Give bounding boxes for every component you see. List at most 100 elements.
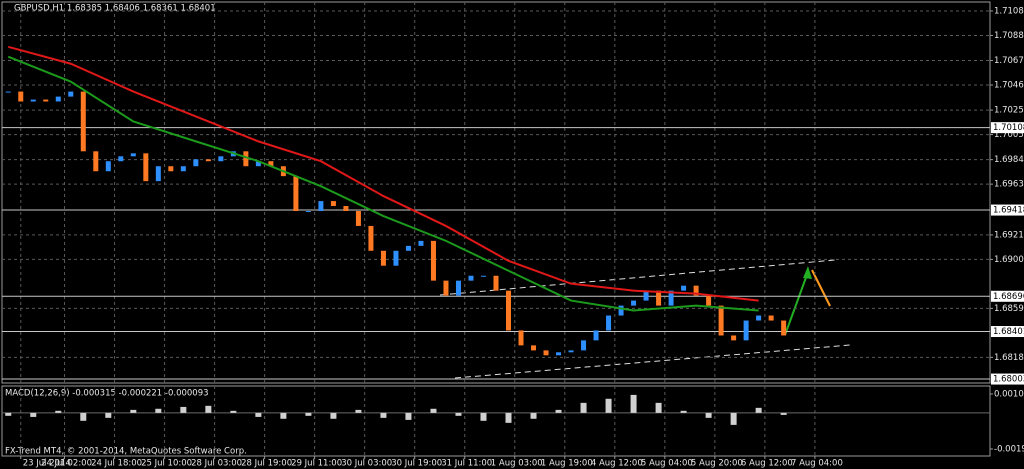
candle xyxy=(718,305,724,336)
histogram-bar xyxy=(30,412,37,417)
level-label: 1.68696 xyxy=(993,292,1024,302)
x-tick-label: 25 Jul 10:00 xyxy=(141,459,192,469)
candle xyxy=(518,330,524,346)
candle xyxy=(293,176,299,212)
candle xyxy=(681,285,687,291)
candle xyxy=(480,275,486,277)
candle xyxy=(205,159,211,162)
candle xyxy=(80,91,86,152)
histogram-bar xyxy=(355,409,362,413)
x-tick-label: 5 Aug 04:00 xyxy=(641,459,693,469)
histogram-bar xyxy=(305,412,312,416)
histogram-bar xyxy=(105,412,112,418)
level-box xyxy=(991,373,1024,385)
histogram-bar xyxy=(430,408,437,413)
level-label: 1.69418 xyxy=(993,206,1024,216)
level-label: 1.68401 xyxy=(993,327,1024,337)
y-tick-label: 1.69210 xyxy=(994,230,1024,240)
histogram-bar xyxy=(455,412,462,416)
y-tick-label: 1.71085 xyxy=(994,6,1024,16)
level-box xyxy=(991,204,1024,216)
histogram-bar xyxy=(705,412,712,418)
candle xyxy=(330,201,336,206)
x-tick-label: 30 Jul 19:00 xyxy=(391,459,442,469)
x-tick-label: 5 Aug 20:00 xyxy=(691,459,743,469)
level-box xyxy=(991,326,1024,338)
candle xyxy=(355,211,361,226)
candle xyxy=(656,290,662,306)
histogram-bar xyxy=(680,410,687,413)
candle xyxy=(593,330,599,341)
histogram-bar xyxy=(630,394,637,413)
candle xyxy=(30,99,36,102)
candle xyxy=(618,305,624,316)
x-tick-label: 4 Aug 12:00 xyxy=(591,459,643,469)
candle xyxy=(643,290,649,301)
macd-panel xyxy=(1,385,991,457)
moving-average xyxy=(7,45,759,302)
x-tick-label: 1 Aug 19:00 xyxy=(541,459,593,469)
candle xyxy=(255,161,261,167)
candle xyxy=(343,205,349,212)
x-tick-label: 28 Jul 03:00 xyxy=(191,459,242,469)
x-tick-label: 28 Jul 19:00 xyxy=(241,459,292,469)
histogram-bar xyxy=(530,412,537,419)
candle xyxy=(531,345,537,351)
histogram-bar xyxy=(155,408,162,413)
moving-average xyxy=(7,55,759,312)
candle xyxy=(368,225,374,251)
y-tick-label: 1.70255 xyxy=(994,106,1024,116)
channel-upper xyxy=(439,259,836,296)
candle xyxy=(218,156,224,162)
candle xyxy=(268,161,274,167)
candle xyxy=(105,161,111,172)
candle xyxy=(55,96,61,102)
candle xyxy=(543,350,549,356)
x-tick-label: 24 Jul 18:00 xyxy=(91,459,142,469)
candle xyxy=(455,280,461,296)
candle xyxy=(68,91,74,97)
y-tick-label: 1.69840 xyxy=(994,155,1024,165)
histogram-bar xyxy=(255,412,262,417)
x-tick-label: 24 Jul 02:00 xyxy=(41,459,92,469)
candle xyxy=(631,300,637,306)
candle xyxy=(556,352,562,356)
candle xyxy=(756,315,762,321)
candle xyxy=(430,240,436,281)
candle xyxy=(155,166,161,182)
x-tick-label: 1 Aug 03:00 xyxy=(491,459,543,469)
channel-lower xyxy=(454,344,851,379)
level-label: 1.68003 xyxy=(993,375,1024,385)
x-tick-label: 7 Aug 04:00 xyxy=(791,459,843,469)
candle xyxy=(18,91,24,102)
candle xyxy=(468,275,474,281)
y-tick-label: 1.69005 xyxy=(994,255,1024,265)
candle xyxy=(493,275,499,291)
x-tick-label: 6 Aug 12:00 xyxy=(741,459,793,469)
candle xyxy=(768,315,774,321)
histogram-bar xyxy=(55,410,62,413)
x-tick-label: 23 Jul 2014 xyxy=(23,459,71,469)
arrow-up xyxy=(784,271,809,336)
candle xyxy=(506,290,512,331)
x-tick-label: 30 Jul 03:00 xyxy=(341,459,392,469)
histogram-bar xyxy=(130,409,137,413)
candle xyxy=(606,315,612,331)
histogram-bar xyxy=(505,412,512,423)
histogram-bar xyxy=(605,398,612,413)
arrow-down xyxy=(811,269,831,307)
candle xyxy=(693,285,699,296)
histogram-bar xyxy=(555,409,562,413)
candle xyxy=(568,350,574,353)
candle xyxy=(168,166,174,172)
candle xyxy=(731,335,737,341)
histogram-bar xyxy=(480,412,487,421)
y-tick-label: 1.70050 xyxy=(994,130,1024,140)
candle xyxy=(668,290,674,306)
y-tick-label: 1.69635 xyxy=(994,180,1024,190)
y-tick-label: 1.68595 xyxy=(994,304,1024,314)
histogram-bar xyxy=(205,405,212,413)
y-tick-label: 0.00102 xyxy=(994,389,1024,399)
